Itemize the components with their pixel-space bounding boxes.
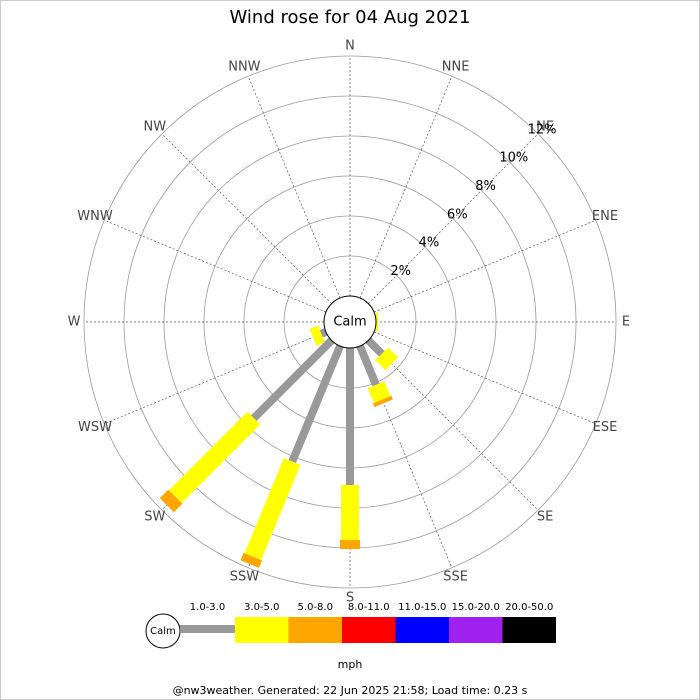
direction-label: NNW [228, 60, 260, 75]
direction-label: SW [144, 510, 165, 525]
legend-label: 8.0-11.0 [348, 602, 390, 613]
calm-circle [323, 295, 377, 349]
direction-label: ENE [592, 209, 618, 224]
bar-segment [240, 552, 263, 568]
direction-label: SE [537, 510, 553, 525]
direction-label: ESE [593, 420, 618, 435]
legend-swatch [342, 617, 396, 643]
legend-label: 1.0-3.0 [190, 602, 225, 613]
radial-tick-label: 4% [419, 236, 440, 251]
bar-segment [356, 344, 380, 387]
direction-label: WSW [78, 420, 112, 435]
legend-label: 5.0-8.0 [298, 602, 333, 613]
radial-tick-label: 10% [499, 151, 528, 166]
bar-segment [365, 337, 385, 357]
legend-swatch [288, 617, 342, 643]
bar-segment [159, 489, 183, 513]
bar-segment [251, 337, 335, 421]
direction-label: W [68, 315, 81, 330]
spoke [161, 133, 332, 304]
bar-segment [372, 395, 393, 408]
spoke [104, 331, 327, 425]
legend-label: 15.0-20.0 [452, 602, 500, 613]
direction-label: E [622, 315, 630, 330]
legend-swatch [502, 617, 556, 643]
direction-label: NE [536, 119, 554, 134]
direction-label: N [345, 39, 355, 54]
direction-label: SSW [230, 569, 260, 584]
spoke [104, 219, 327, 313]
legend-swatch [235, 617, 289, 643]
spoke [368, 133, 539, 304]
unit-label: mph [338, 658, 363, 671]
bar-segment [168, 411, 261, 504]
bar-segment [309, 325, 325, 346]
bar-segment [319, 328, 328, 338]
calm-label: Calm [333, 315, 366, 330]
legend-label: 11.0-15.0 [398, 602, 446, 613]
legend-swatch [395, 617, 449, 643]
bar-segment [367, 381, 391, 404]
legend-label: 3.0-5.0 [244, 602, 279, 613]
spoke [373, 331, 596, 425]
spoke [359, 76, 453, 299]
legend-label: 20.0-50.0 [505, 602, 553, 613]
legend-swatch [180, 625, 235, 633]
radial-tick-label: 6% [447, 207, 468, 222]
legend-calm-label: Calm [150, 626, 176, 637]
footer: @nw3weather. Generated: 22 Jun 2025 21:5… [173, 684, 528, 697]
direction-label: NW [144, 119, 167, 134]
direction-label: NNE [442, 60, 470, 75]
grid-ring [83, 55, 617, 589]
direction-label: SSE [443, 569, 468, 584]
radial-tick-label: 2% [390, 264, 411, 279]
bar-segment [244, 458, 301, 561]
radial-tick-label: 12% [528, 122, 557, 137]
legend-swatch [449, 617, 503, 643]
direction-label: S [346, 591, 354, 606]
chart-title: Wind rose for 04 Aug 2021 [230, 7, 471, 28]
direction-label: WNW [77, 209, 113, 224]
bar-segment [375, 347, 399, 371]
spoke [373, 219, 596, 313]
bar-segment [288, 344, 344, 464]
spoke [247, 76, 341, 299]
radial-tick-label: 8% [475, 179, 496, 194]
spoke [368, 340, 539, 511]
